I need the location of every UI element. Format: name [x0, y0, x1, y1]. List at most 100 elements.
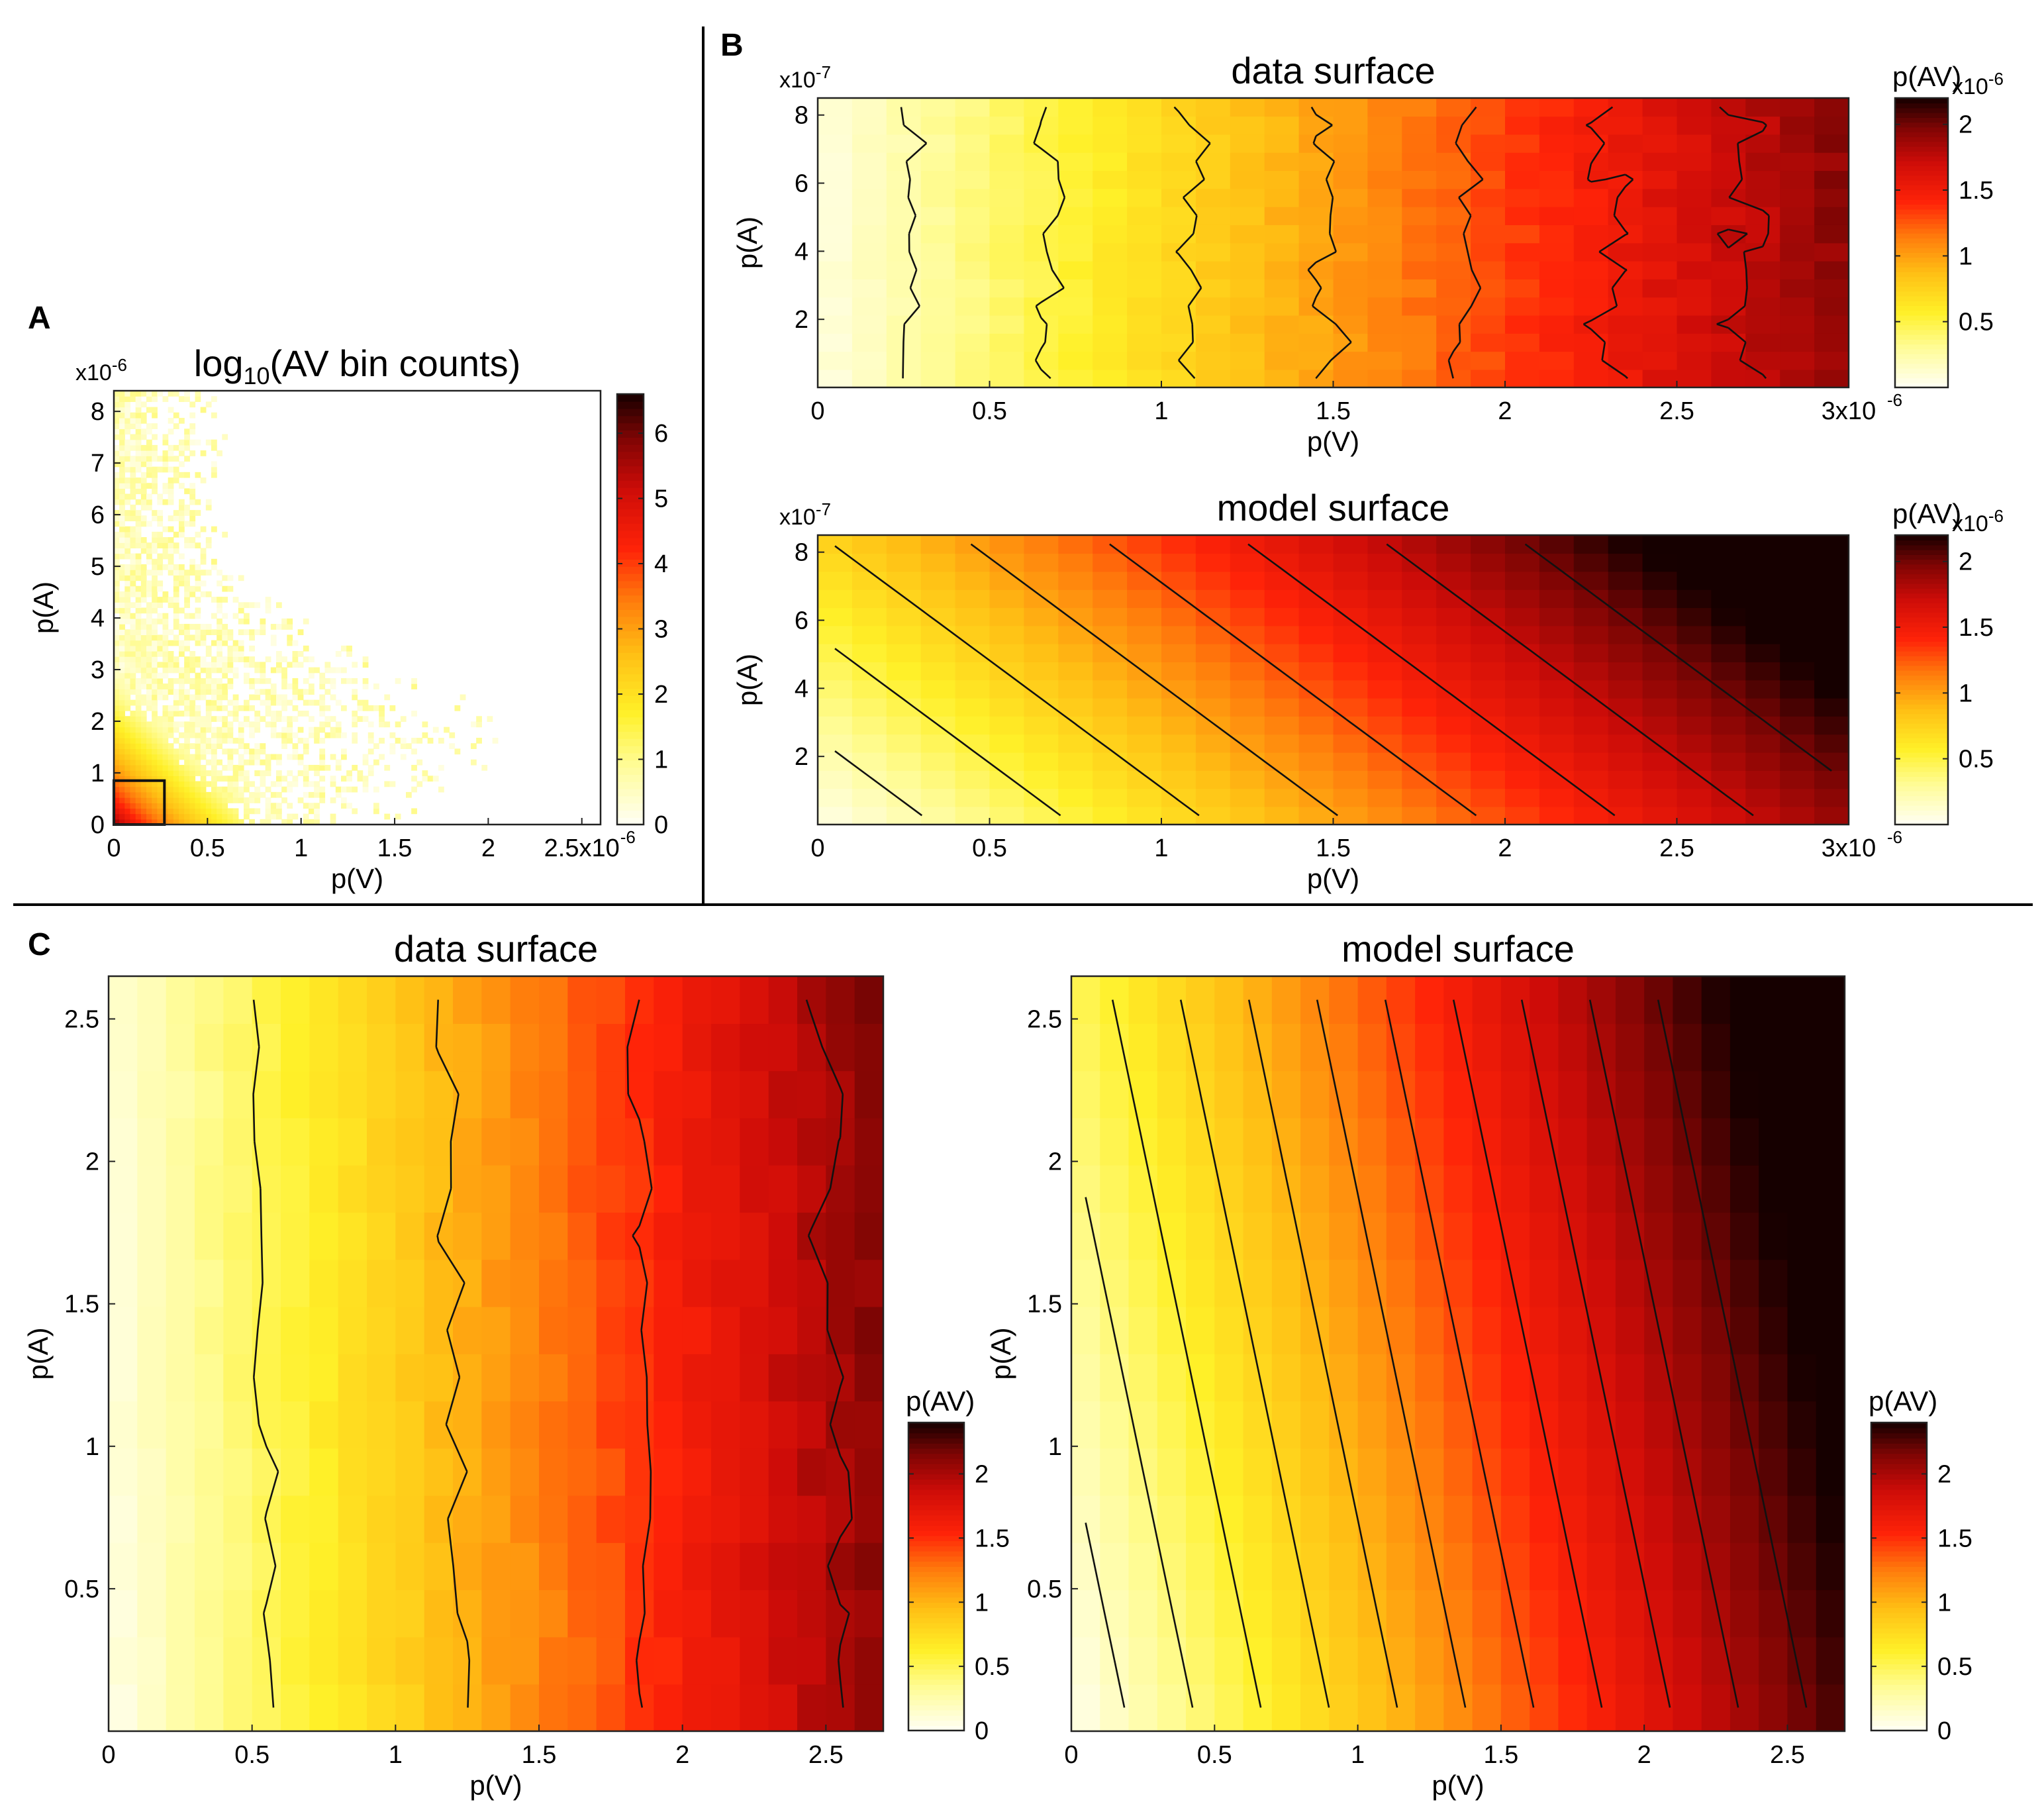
heatmap-cell — [168, 743, 174, 749]
heatmap-cell — [1505, 806, 1540, 825]
heatmap-cell — [309, 781, 315, 787]
heatmap-cell — [211, 629, 217, 636]
heatmap-cell — [152, 412, 158, 419]
heatmap-cell — [346, 786, 352, 793]
heatmap-cell — [232, 651, 239, 657]
heatmap-cell — [1386, 1354, 1416, 1402]
heatmap-cell — [1608, 716, 1643, 735]
plot-frame — [107, 975, 885, 1733]
heatmap-cell — [1243, 1023, 1273, 1072]
heatmap-cell — [1195, 315, 1231, 334]
heatmap-cell — [270, 781, 277, 787]
heatmap-cell — [211, 797, 217, 803]
heatmap-cell — [195, 439, 201, 446]
heatmap-cell — [211, 694, 217, 701]
heatmap-cell — [217, 683, 222, 689]
colorbar-swatch — [1895, 800, 1948, 806]
heatmap-cell — [211, 781, 217, 787]
y-tick-label: 8 — [91, 398, 105, 426]
heatmap-cell — [1608, 788, 1643, 807]
heatmap-cell — [1127, 351, 1162, 370]
heatmap-cells — [114, 391, 499, 825]
heatmap-cell — [797, 1495, 827, 1543]
colorbar-swatch — [1871, 1443, 1927, 1449]
heatmap-cell — [140, 629, 147, 636]
heatmap-cell — [1816, 1212, 1845, 1260]
heatmap-cell — [130, 580, 136, 587]
heatmap-cell — [1264, 806, 1300, 825]
heatmap-cell — [854, 1542, 884, 1591]
heatmap-cell — [184, 444, 190, 451]
heatmap-cell — [140, 575, 147, 581]
heatmap-cell — [222, 738, 228, 744]
heatmap-cell — [168, 716, 174, 723]
heatmap-cell — [1759, 1212, 1788, 1260]
heatmap-cell — [955, 806, 991, 825]
heatmap-cell — [1615, 1070, 1645, 1119]
y-tick-label: 7 — [91, 450, 105, 477]
heatmap-cell — [217, 803, 222, 809]
heatmap-cell — [989, 589, 1025, 609]
heatmap-cell — [1701, 1212, 1731, 1260]
heatmap-cell — [173, 570, 179, 576]
heatmap-cell — [119, 689, 125, 695]
heatmap-cell — [119, 803, 125, 809]
heatmap-cell — [1472, 1636, 1502, 1685]
heatmap-cell — [223, 1306, 253, 1354]
heatmap-cell — [124, 689, 131, 695]
heatmap-cell — [826, 1683, 855, 1732]
heatmap-cell — [818, 98, 853, 117]
heatmap-cell — [287, 640, 293, 646]
heatmap-cell — [135, 477, 142, 483]
heatmap-cell — [654, 1589, 683, 1638]
heatmap-cell — [379, 738, 385, 744]
heatmap-cell — [1264, 260, 1300, 279]
heatmap-cell — [989, 279, 1025, 298]
heatmap-cell — [1701, 1495, 1731, 1543]
heatmap-cell — [124, 607, 131, 614]
heatmap-cell — [303, 656, 309, 662]
heatmap-cell — [453, 1165, 483, 1213]
heatmap-cell — [1386, 1165, 1416, 1213]
heatmap-cell — [135, 645, 142, 652]
heatmap-cell — [200, 716, 207, 723]
heatmap-cell — [1443, 1401, 1473, 1449]
colorbar-frame — [907, 1421, 965, 1732]
heatmap-cell — [146, 624, 152, 630]
colorbar-swatch — [908, 1509, 964, 1516]
heatmap-cell — [1093, 242, 1128, 262]
heatmap-cell — [1573, 697, 1609, 717]
heatmap-cell — [654, 1683, 683, 1732]
heatmap-cell — [1195, 788, 1231, 807]
heatmap-cell — [135, 781, 142, 787]
heatmap-cell — [1615, 1306, 1645, 1354]
heatmap-cell — [222, 727, 228, 733]
heatmap-cell — [438, 738, 444, 744]
heatmap-cell — [276, 667, 282, 674]
heatmap-cell — [1024, 752, 1059, 771]
heatmap-cell — [1298, 571, 1334, 590]
heatmap-cell — [130, 738, 136, 744]
heatmap-cell — [539, 1401, 569, 1449]
heatmap-cell — [920, 279, 956, 298]
heatmap-cell — [1471, 535, 1506, 554]
heatmap-cell — [281, 1401, 311, 1449]
heatmap-cell — [130, 564, 136, 570]
heatmap-cell — [124, 629, 131, 636]
heatmap-cell — [1058, 734, 1093, 753]
heatmap-cell — [481, 1589, 511, 1638]
heatmap-cell — [1367, 134, 1403, 153]
heatmap-cell — [227, 727, 234, 733]
heatmap-cell — [1058, 607, 1093, 627]
heatmap-cell — [189, 412, 196, 419]
heatmap-cell — [223, 976, 253, 1025]
heatmap-cell — [166, 1212, 195, 1260]
plots-layer: 0 0.5 1 1.5 2 2.5x10012345678p(V)p(A)-6x10-60… — [23, 50, 2004, 1801]
heatmap-cell — [124, 570, 131, 576]
heatmap-cell — [270, 694, 277, 701]
heatmap-cell — [1329, 1542, 1359, 1591]
heatmap-cell — [146, 699, 152, 706]
heatmap-cell — [740, 1542, 769, 1591]
heatmap-cell — [395, 976, 425, 1025]
heatmap-cell — [140, 401, 147, 408]
